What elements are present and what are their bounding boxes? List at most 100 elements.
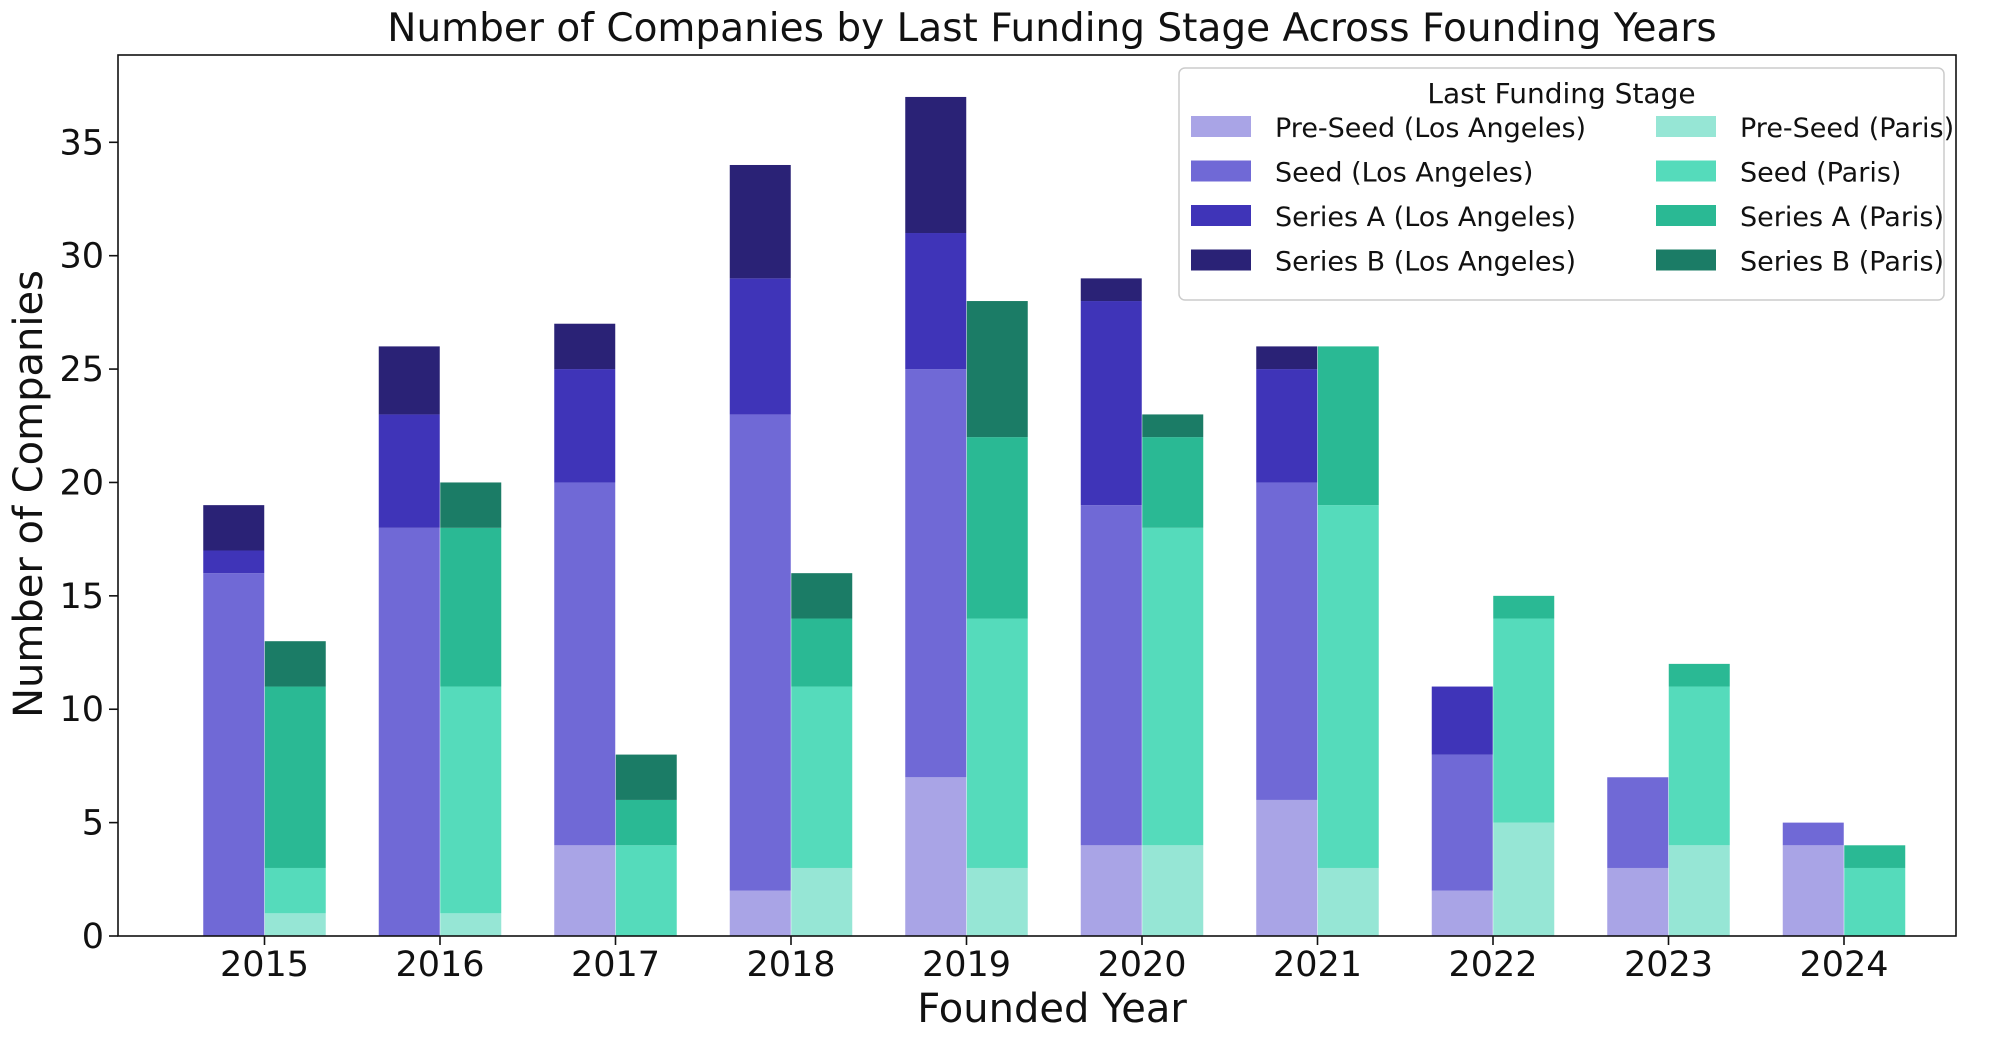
bar-segment bbox=[905, 369, 967, 778]
x-tick-label: 2023 bbox=[1624, 945, 1713, 985]
bar-segment bbox=[729, 890, 791, 936]
bar-segment bbox=[1431, 890, 1493, 936]
legend-swatch bbox=[1191, 249, 1251, 271]
bar-segment bbox=[264, 686, 326, 868]
legend-label: Seed (Paris) bbox=[1740, 158, 1901, 189]
bar-segment bbox=[966, 618, 1028, 868]
bar-segment bbox=[1080, 845, 1142, 936]
x-tick-label: 2024 bbox=[1799, 945, 1888, 985]
bar-segment bbox=[1493, 822, 1555, 936]
bar-segment bbox=[905, 777, 967, 936]
bar-segment bbox=[1607, 867, 1669, 936]
bar-segment bbox=[440, 913, 502, 936]
bar-segment bbox=[378, 346, 440, 415]
bar-segment bbox=[729, 278, 791, 415]
bar-segment bbox=[1493, 618, 1555, 823]
legend-box bbox=[1178, 67, 1945, 301]
y-tick-label: 30 bbox=[59, 237, 104, 277]
bar-segment bbox=[1668, 686, 1730, 846]
chart-title: Number of Companies by Last Funding Stag… bbox=[387, 6, 1716, 51]
y-tick-label: 10 bbox=[59, 690, 104, 730]
bar-segment bbox=[554, 845, 616, 936]
y-tick-label: 25 bbox=[59, 350, 104, 390]
legend-swatch bbox=[1656, 160, 1716, 182]
legend-swatch bbox=[1191, 160, 1251, 182]
bar-segment bbox=[1431, 754, 1493, 891]
bar-segment bbox=[554, 482, 616, 846]
y-tick-label: 0 bbox=[82, 917, 104, 957]
legend-title: Last Funding Stage bbox=[1427, 77, 1695, 110]
bar-segment bbox=[1256, 346, 1318, 370]
legend-label: Series A (Paris) bbox=[1740, 202, 1944, 233]
bar-segment bbox=[203, 550, 265, 574]
bar-segment bbox=[1782, 822, 1844, 846]
bar-segment bbox=[1080, 301, 1142, 506]
y-axis-label: Number of Companies bbox=[6, 270, 52, 718]
legend-label: Series B (Los Angeles) bbox=[1275, 247, 1576, 278]
legend-label: Pre-Seed (Paris) bbox=[1740, 113, 1954, 144]
bar-segment bbox=[203, 573, 265, 936]
bar-segment bbox=[378, 527, 440, 936]
bar-segment bbox=[1080, 278, 1142, 302]
x-tick-label: 2022 bbox=[1448, 945, 1537, 985]
bars-layer bbox=[203, 96, 1906, 936]
bar-segment bbox=[440, 686, 502, 914]
y-tick-label: 15 bbox=[59, 577, 104, 617]
bar-segment bbox=[791, 573, 853, 619]
x-tick-label: 2020 bbox=[1097, 945, 1186, 985]
bar-segment bbox=[264, 641, 326, 687]
bar-segment bbox=[1607, 777, 1669, 868]
bar-segment bbox=[1317, 867, 1379, 936]
bar-segment bbox=[966, 867, 1028, 936]
legend-swatch bbox=[1656, 205, 1716, 226]
legend-swatch bbox=[1191, 116, 1251, 137]
bar-segment bbox=[1142, 845, 1204, 936]
bar-segment bbox=[729, 414, 791, 891]
y-tick-label: 5 bbox=[82, 804, 104, 844]
x-axis-label: Founded Year bbox=[917, 986, 1187, 1032]
x-tick-label: 2021 bbox=[1273, 945, 1362, 985]
bar-segment bbox=[264, 867, 326, 914]
bar-segment bbox=[791, 618, 853, 687]
bar-segment bbox=[791, 686, 853, 868]
bar-segment bbox=[264, 913, 326, 936]
bar-segment bbox=[1668, 845, 1730, 936]
bar-segment bbox=[554, 323, 616, 370]
x-axis: 2015 2016 2017 2018 2019 2020 2021 2022 2023 2024 bbox=[220, 936, 1889, 985]
legend-label: Series A (Los Angeles) bbox=[1275, 202, 1576, 233]
bar-segment bbox=[615, 754, 677, 800]
x-tick-label: 2018 bbox=[746, 945, 835, 985]
x-tick-label: 2019 bbox=[922, 945, 1011, 985]
legend-label: Pre-Seed (Los Angeles) bbox=[1275, 113, 1586, 144]
bar-segment bbox=[1080, 505, 1142, 846]
bar-segment bbox=[615, 799, 677, 846]
bar-segment bbox=[378, 414, 440, 528]
bar-segment bbox=[966, 437, 1028, 619]
bar-segment bbox=[1493, 595, 1555, 619]
bar-segment bbox=[1142, 527, 1204, 846]
x-tick-label: 2017 bbox=[571, 945, 660, 985]
legend-label: Series B (Paris) bbox=[1740, 247, 1944, 278]
bar-segment bbox=[440, 527, 502, 687]
bar-segment bbox=[554, 369, 616, 483]
bar-segment bbox=[615, 845, 677, 936]
bar-segment bbox=[791, 867, 853, 936]
bar-segment bbox=[440, 482, 502, 528]
bar-segment bbox=[203, 505, 265, 551]
bar-segment bbox=[1317, 505, 1379, 868]
bar-segment bbox=[1317, 346, 1379, 506]
bar-segment bbox=[1256, 482, 1318, 800]
y-tick-label: 35 bbox=[59, 123, 104, 163]
legend-label: Seed (Los Angeles) bbox=[1275, 158, 1533, 189]
bar-segment bbox=[1431, 686, 1493, 755]
x-tick-label: 2015 bbox=[220, 945, 309, 985]
bar-segment bbox=[1256, 799, 1318, 936]
bar-segment bbox=[966, 301, 1028, 438]
plot-frame bbox=[117, 54, 1957, 937]
bar-segment bbox=[1142, 437, 1204, 528]
bar-segment bbox=[1668, 663, 1730, 687]
legend-swatch bbox=[1656, 249, 1716, 271]
x-tick-label: 2016 bbox=[395, 945, 484, 985]
